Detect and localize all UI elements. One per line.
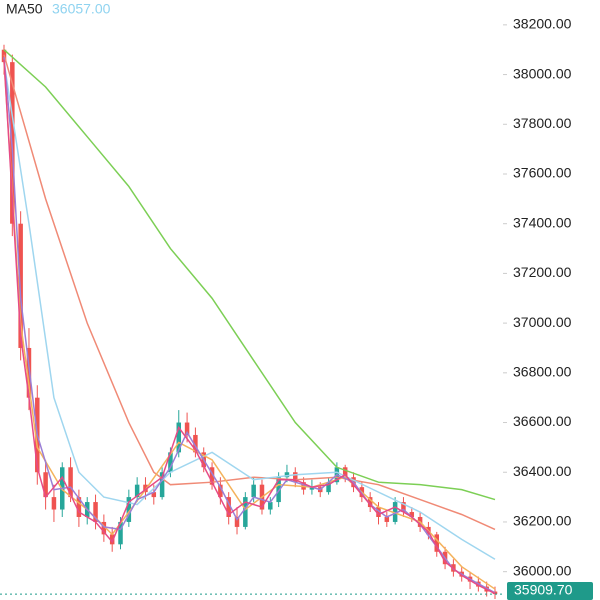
candle-body [68,467,73,498]
y-tick-label: 37600.00 [513,165,572,181]
y-tick-label: 36800.00 [513,364,572,380]
candle-body [226,497,231,517]
y-tick-label: 36000.00 [513,562,572,578]
candle-body [134,484,140,498]
candle-body [209,467,215,485]
candle-body [193,434,198,453]
candle-body [234,516,240,527]
indicator-value: 36057.00 [52,1,111,17]
candle-body [268,502,273,510]
last-price-label: 35909.70 [514,582,573,598]
y-tick-label: 37400.00 [513,214,572,230]
candle-body [101,521,107,535]
candle-body [434,534,439,552]
plot-area [1,44,498,600]
candle-body [409,512,415,517]
y-tick-label: 37200.00 [513,264,572,280]
indicator-label: MA50 [6,1,43,17]
moving-average-line [3,57,496,594]
candle-body [243,497,248,527]
moving-average-line [3,59,496,595]
moving-average-line [3,62,496,560]
moving-average-line [3,54,496,531]
candle-body [384,516,390,522]
candle-body [367,497,373,508]
y-tick-label: 36600.00 [513,413,572,429]
candle-body [51,497,57,510]
candle-body [151,492,157,498]
candle-body [159,472,165,498]
candle-body [326,482,331,493]
candle-body [392,502,398,522]
candle-body [109,534,115,545]
y-tick-label: 38200.00 [513,16,572,32]
last-price-badge [507,582,593,600]
candle-body [218,484,223,498]
y-tick-label: 37800.00 [513,115,572,131]
candle-body [293,472,298,483]
candle-body [93,502,98,522]
candle-body [26,347,32,398]
candle-body [309,487,315,490]
candle-body [284,472,290,478]
y-tick-label: 36400.00 [513,463,572,479]
y-tick-label: 36200.00 [513,513,572,529]
candle-body [376,507,381,517]
moving-average-line [3,62,496,590]
candle-body [401,502,406,513]
candle-body [168,452,173,473]
candle-body [76,497,82,517]
candle-body [184,422,190,435]
candle-body [118,521,123,545]
candle-body [43,472,48,498]
candle-body [176,422,182,453]
y-tick-label: 37000.00 [513,314,572,330]
candle-body [251,484,256,498]
y-tick-label: 38000.00 [513,65,572,81]
candle-body [126,497,132,522]
candle-body [342,467,348,478]
moving-average-line [3,49,496,501]
